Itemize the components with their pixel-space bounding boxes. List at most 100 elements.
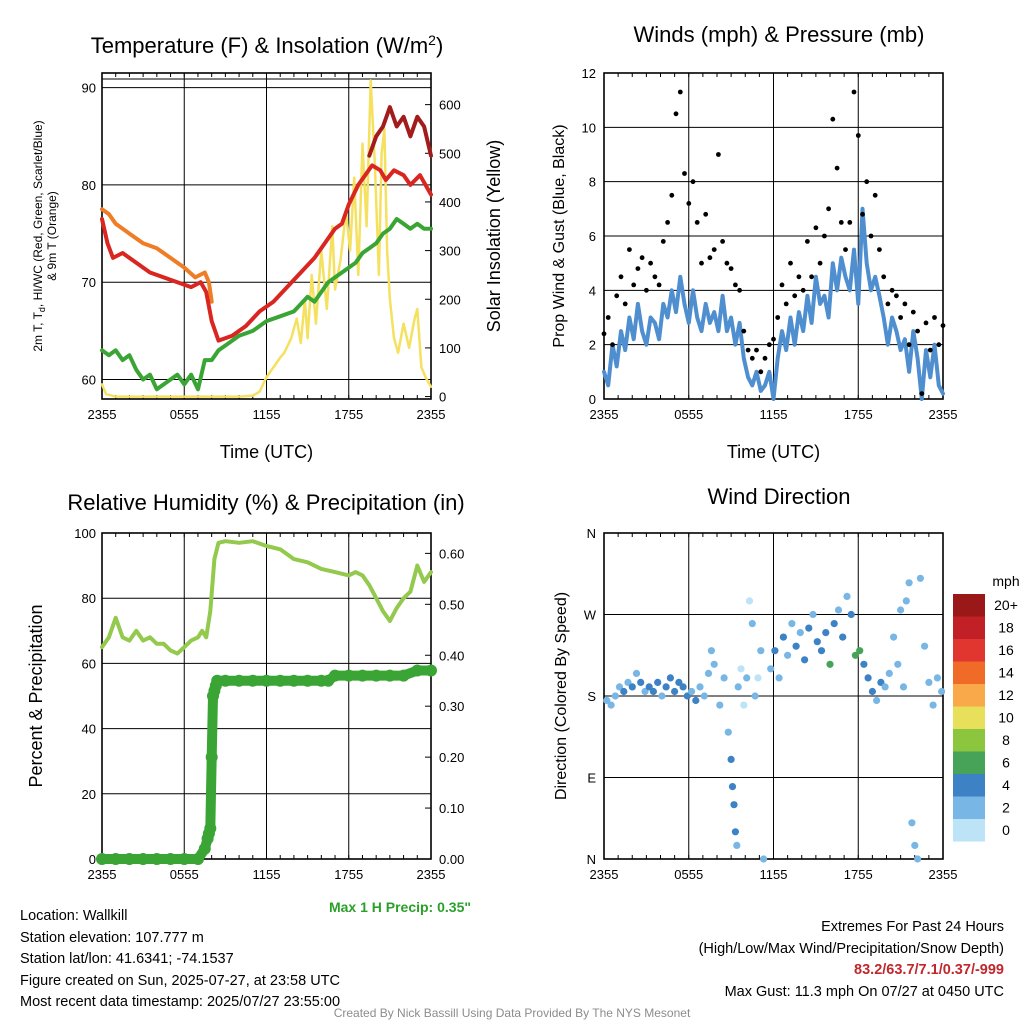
direction-point (877, 678, 885, 687)
direction-point (704, 669, 713, 678)
legend-title: mph (992, 573, 1019, 589)
direction-point (792, 642, 800, 650)
direction-point (731, 828, 740, 836)
direction-point (615, 683, 624, 691)
precip-point (425, 664, 437, 677)
direction-point (743, 674, 751, 682)
gust-point (716, 152, 721, 157)
precip-point (383, 669, 396, 682)
direction-point (707, 647, 716, 655)
precip-point (164, 853, 177, 865)
max-gust-text: Max Gust: 11.3 mph On 07/27 at 0450 UTC (724, 983, 1004, 1000)
gust-point (766, 342, 772, 348)
direction-point (688, 687, 696, 696)
direction-point (914, 855, 922, 863)
direction-point (675, 678, 683, 687)
gust-point (703, 211, 709, 217)
y-axis-label-line2: & 9m T (Orange) (45, 191, 59, 281)
y-right-tick-label: 600 (439, 98, 461, 113)
direction-point (734, 683, 742, 691)
legend-label: 6 (1002, 755, 1010, 771)
y-tick-label: 80 (82, 591, 96, 606)
legend-swatch (953, 639, 985, 662)
direction-point (809, 610, 817, 619)
extremes-info: Extremes For Past 24 Hours (High/Low/Max… (699, 917, 1004, 1003)
gust-point (707, 255, 713, 261)
legend-label: 18 (998, 620, 1014, 636)
gust-point (809, 274, 814, 280)
direction-point (860, 660, 868, 668)
direction-point (603, 696, 611, 705)
x-tick-label: 1755 (334, 407, 363, 422)
direction-point (834, 606, 843, 614)
y-tick-label: N (587, 526, 596, 541)
direction-point (771, 647, 779, 655)
direction-point (929, 701, 937, 709)
y-tick-label: 0 (89, 852, 96, 867)
direction-point (745, 597, 754, 605)
gust-point (855, 133, 861, 138)
latlon-text: Station lat/lon: 41.6341; -74.1537 (20, 951, 234, 967)
legend-swatch (953, 729, 985, 752)
precip-point (204, 822, 217, 835)
direction-point (847, 610, 855, 619)
gust-point (906, 342, 912, 348)
precip-point (274, 674, 287, 687)
direction-point (822, 629, 830, 637)
heat-index-line (367, 105, 433, 158)
legend-label: 14 (998, 665, 1014, 681)
direction-point (654, 678, 662, 687)
gust-point (728, 266, 734, 271)
gust-point (779, 282, 785, 288)
x-tick-label: 2355 (88, 407, 117, 422)
y-right-tick-label: 0.10 (439, 801, 464, 816)
gust-point (601, 331, 607, 337)
direction-point (856, 647, 864, 655)
wind-speed-line (602, 206, 945, 401)
direction-point (641, 687, 649, 696)
gust-point (838, 220, 844, 225)
gust-point (771, 336, 776, 342)
gust-point (788, 260, 793, 266)
y-axis-label: Percent & Precipitation (26, 604, 46, 787)
direction-point (796, 629, 804, 637)
temp-line (100, 163, 433, 343)
legend-label: 20+ (994, 597, 1018, 613)
gust-point (711, 247, 717, 253)
y-tick-label: 80 (82, 178, 96, 193)
gust-point (894, 293, 899, 299)
direction-point (733, 841, 741, 850)
gust-point (830, 116, 836, 122)
direction-point (666, 674, 675, 682)
y-right-tick-label: 0.30 (439, 699, 464, 714)
gust-point (758, 369, 764, 375)
temp-9m-line (100, 207, 214, 304)
gust-point (923, 320, 929, 326)
y-right-tick-label: 0.40 (439, 648, 464, 663)
direction-point (628, 683, 636, 691)
direction-point (868, 687, 877, 696)
gust-point (648, 260, 653, 266)
gust-point (737, 287, 742, 293)
gust-point (733, 282, 738, 288)
plot-frame (603, 532, 944, 860)
direction-point (624, 678, 632, 687)
direction-point (679, 683, 687, 691)
x-tick-label: 2355 (929, 407, 958, 422)
gust-point (864, 179, 870, 185)
gust-point (889, 287, 895, 293)
gust-point (783, 301, 789, 307)
precip-point (178, 853, 191, 865)
direction-point (710, 660, 718, 668)
y-tick-label: 100 (74, 526, 96, 541)
direction-point (662, 683, 670, 691)
precip-point (137, 853, 150, 865)
direction-point (873, 696, 881, 705)
gust-point (694, 220, 700, 225)
gust-point (677, 89, 683, 95)
legend-label: 8 (1002, 732, 1010, 748)
direction-point (902, 597, 910, 605)
y-tick-label: 8 (589, 175, 596, 190)
x-tick-label: 2355 (417, 407, 446, 422)
